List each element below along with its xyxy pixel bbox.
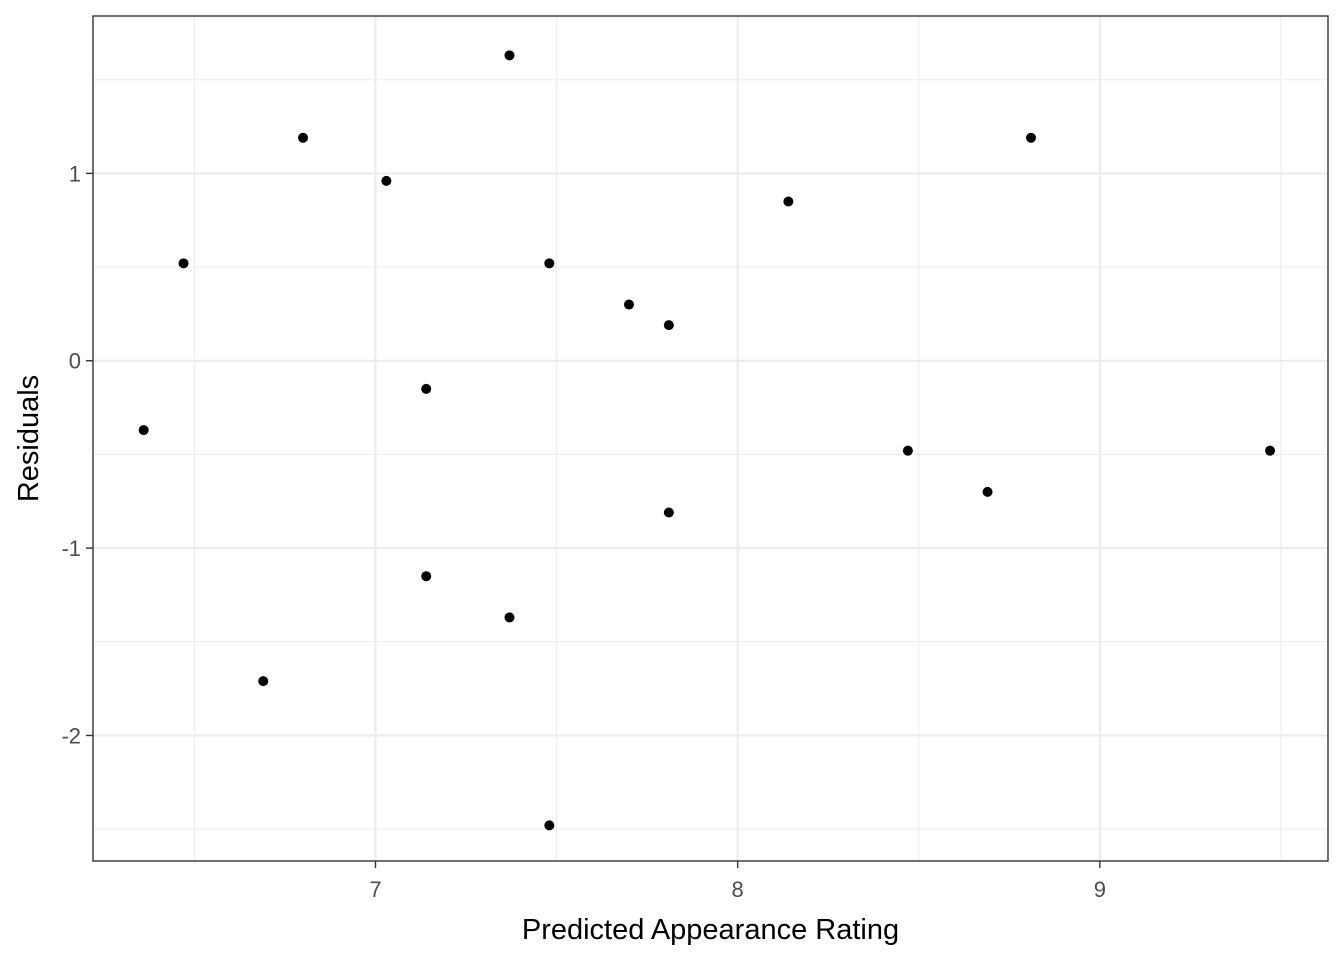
- data-point: [624, 299, 635, 310]
- major-gridlines: [93, 16, 1328, 861]
- panel-border: [92, 15, 1329, 862]
- data-points: [138, 50, 1276, 831]
- x-axis-title: Predicted Appearance Rating: [522, 914, 899, 946]
- y-axis-title: Residuals: [13, 375, 45, 502]
- data-point: [982, 486, 993, 497]
- data-point: [544, 258, 555, 269]
- y-tick-label: -2: [61, 723, 81, 748]
- x-tick-label: 7: [369, 877, 381, 902]
- data-point: [544, 820, 555, 831]
- data-point: [1026, 132, 1037, 143]
- data-point: [421, 571, 432, 582]
- data-point: [178, 258, 189, 269]
- x-tick-label: 8: [732, 877, 744, 902]
- data-point: [663, 507, 674, 518]
- data-point: [902, 445, 913, 456]
- data-point: [504, 612, 515, 623]
- data-point: [138, 425, 149, 436]
- data-point: [421, 383, 432, 394]
- data-point: [504, 50, 515, 61]
- x-axis: 7 8 9: [369, 861, 1106, 902]
- data-point: [1265, 445, 1276, 456]
- data-point: [258, 676, 269, 687]
- y-tick-label: -1: [61, 536, 81, 561]
- data-point: [783, 196, 794, 207]
- data-point: [663, 320, 674, 331]
- plot-background: [93, 16, 1328, 861]
- y-tick-label: 1: [69, 161, 81, 186]
- y-axis: -2 -1 0 1: [61, 161, 93, 748]
- data-point: [381, 175, 392, 186]
- x-tick-label: 9: [1094, 877, 1106, 902]
- minor-gridlines: [93, 16, 1328, 861]
- y-tick-label: 0: [69, 349, 81, 374]
- data-point: [298, 132, 309, 143]
